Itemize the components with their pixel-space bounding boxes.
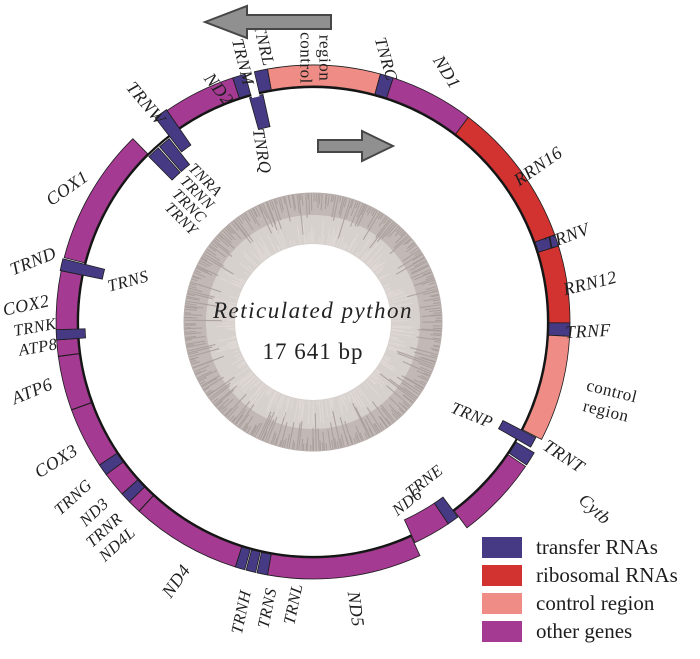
label-tnrq: TNRQ bbox=[249, 127, 276, 175]
other-genes-swatch-icon bbox=[482, 620, 522, 642]
label-atp6: ATP6 bbox=[8, 374, 56, 409]
segment-TRND-TRNS bbox=[59, 258, 106, 280]
segment-TRNY-TRNC-bar bbox=[148, 147, 181, 181]
label-rrn12: RRN12 bbox=[560, 267, 619, 300]
legend-row-other: other genes bbox=[482, 617, 678, 645]
gene-separators bbox=[58, 353, 154, 512]
segment-COX1 bbox=[63, 138, 149, 264]
genome-circle bbox=[76, 85, 550, 559]
segment-TNRL bbox=[253, 68, 272, 93]
coverage-ring bbox=[183, 192, 443, 452]
legend-row-trna: transfer RNAs bbox=[482, 533, 678, 561]
segment-TRNM bbox=[232, 73, 252, 99]
segment-ND6 bbox=[403, 502, 449, 544]
legend-label: transfer RNAs bbox=[536, 534, 658, 559]
trna-swatch-icon bbox=[482, 536, 522, 558]
label-nd5: ND5 bbox=[343, 589, 368, 628]
segment-TRNW bbox=[154, 109, 192, 153]
segment-RRN16 bbox=[455, 116, 556, 243]
segment-Cytb bbox=[453, 454, 527, 529]
label-trns: TRNS bbox=[105, 266, 150, 295]
genome-size: 17 641 bp bbox=[262, 339, 364, 364]
segment-TRNK bbox=[55, 328, 86, 341]
segment-TNRQ bbox=[249, 93, 271, 131]
legend-row-rrna: ribosomal RNAs bbox=[482, 561, 678, 589]
label-nd1: ND1 bbox=[429, 51, 465, 93]
label-trns: TRNS bbox=[253, 586, 280, 630]
label-trnl: TRNL bbox=[279, 582, 306, 626]
rrna-swatch-icon bbox=[482, 564, 522, 586]
label-region: region bbox=[316, 35, 335, 81]
segment-TRNP bbox=[497, 419, 537, 448]
legend-label: control region bbox=[536, 590, 655, 615]
segment-control-region-right bbox=[522, 334, 571, 441]
right-arrow-icon bbox=[317, 129, 396, 163]
segment-TRNL-bottom bbox=[256, 551, 272, 576]
label-cox3: COX3 bbox=[31, 440, 81, 482]
segment-ND4 bbox=[138, 495, 243, 568]
segment-TRNN-TNRA-bar bbox=[158, 138, 191, 173]
label-control: control bbox=[297, 32, 316, 84]
label-trnp: TRNP bbox=[448, 398, 496, 432]
segment-ND5 bbox=[267, 536, 421, 580]
control-region-swatch-icon bbox=[482, 592, 522, 614]
segment-TRNT bbox=[508, 441, 535, 466]
label-trnt: TRNT bbox=[540, 435, 590, 477]
legend-label: other genes bbox=[536, 618, 633, 643]
origin-gap bbox=[244, 67, 260, 99]
left-arrow-icon bbox=[202, 4, 332, 40]
label-trnh: TRNH bbox=[227, 588, 255, 636]
legend-label: ribosomal RNAs bbox=[536, 562, 678, 587]
label-cytb: Cytb bbox=[575, 490, 615, 529]
legend: transfer RNAs ribosomal RNAs control reg… bbox=[482, 533, 678, 645]
segment-TRNS-bottom bbox=[245, 549, 261, 573]
label-trnf: TRNF bbox=[565, 320, 612, 342]
label-trnd: TRND bbox=[7, 243, 59, 280]
gene-segments bbox=[55, 64, 571, 580]
legend-row-control: control region bbox=[482, 589, 678, 617]
label-nd4: ND4 bbox=[157, 561, 194, 602]
species-title: Reticulated python bbox=[212, 298, 414, 323]
